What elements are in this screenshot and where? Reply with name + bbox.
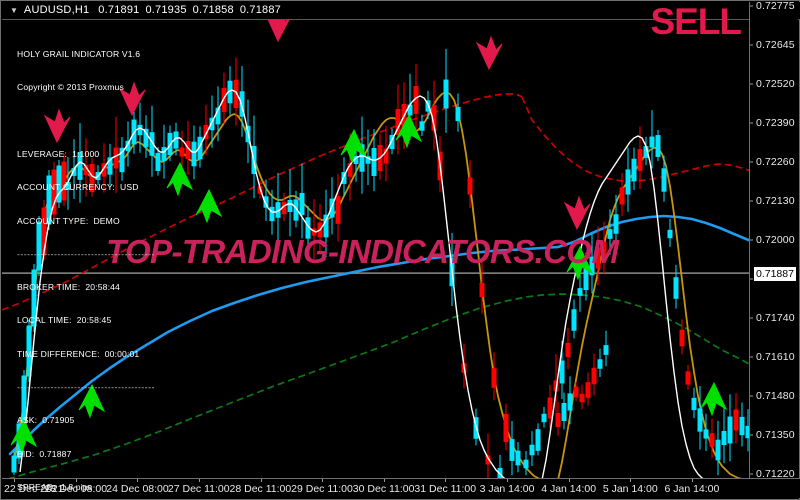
ohlc-low: 0.71858 [192,4,234,16]
time-tick-label: 28 Dec 11:00 [229,483,292,495]
sell-arrow-icon [43,108,71,144]
price-tick-label: 0.72645 [756,39,795,51]
time-tick [198,479,200,482]
time-tick-label: 24 Dec 08:00 [106,483,169,495]
time-tick [137,479,139,482]
price-tick-label: 0.72260 [756,156,795,168]
price-tick-label: 0.71610 [756,351,795,363]
price-tick [750,317,753,319]
price-tick [750,395,753,397]
price-tick [750,473,753,475]
price-tick-label: 0.72520 [756,78,795,90]
symbol-bar-divider [2,19,800,20]
price-scale[interactable]: 0.72775 0.72645 0.72520 0.72390 0.72260 0.721… [749,0,798,480]
buy-arrow-icon [195,188,223,224]
time-tick [383,479,385,482]
price-tick [750,200,753,202]
sell-arrow-icon [118,81,146,117]
price-tick-label: 0.72390 [756,117,795,129]
price-tick-label: 0.72130 [756,195,795,207]
price-tick [750,5,753,7]
time-tick-label: 3 Jan 14:00 [479,483,535,495]
time-tick-label: 5 Jan 14:00 [602,483,658,495]
chevron-down-icon[interactable]: ▼ [10,6,18,15]
price-tick [750,161,753,163]
sell-arrow-icon [267,20,290,43]
candlestick-series-right [523,110,751,476]
time-tick-label: 4 Jan 14:00 [541,483,597,495]
price-tick-label: 0.71220 [756,468,795,480]
time-tick [568,479,570,482]
ohlc-values: 0.71891 0.71935 0.71858 0.71887 [98,4,287,16]
symbol-label: AUDUSD,H1 [23,4,90,16]
chart-canvas [2,20,751,480]
time-tick [445,479,447,482]
time-tick-label: 23 Dec 08:00 [44,483,108,495]
ohlc-high: 0.71935 [145,4,187,16]
price-tick-label: 0.71350 [756,429,795,441]
fast-ma-series [19,89,707,480]
upper-band-series [2,93,751,311]
buy-arrow-icon [395,113,423,149]
candlestick-series [11,154,67,475]
time-tick-label: 6 Jan 14:00 [664,483,720,495]
time-tick [322,479,324,482]
time-tick [75,479,77,482]
price-tick [750,83,753,85]
signal-arrow-markers [10,20,728,454]
buy-arrow-icon [566,245,594,281]
time-tick-label: 22 Dec 2021 [4,483,64,495]
buy-arrow-icon [10,418,38,454]
time-tick-label: 29 Dec 11:00 [291,483,353,495]
price-tick [750,434,753,436]
time-tick-label: 27 Dec 11:00 [167,483,230,495]
price-tick [750,239,753,241]
sell-arrow-icon [563,195,591,231]
price-tick [750,44,753,46]
price-tick-label: 0.72775 [756,0,795,12]
sell-signal-label: SELL [650,1,742,42]
ohlc-close: 0.71887 [239,4,281,16]
price-tick-label: 0.71480 [756,390,795,402]
time-tick [14,479,15,482]
price-tick [750,122,753,124]
buy-arrow-icon [700,381,728,417]
time-tick-label: 30 Dec 11:00 [352,483,415,495]
current-price-label: 0.71887 [753,265,797,282]
long-ma-series [8,214,751,456]
lower-band-series [7,293,751,480]
price-tick [750,356,753,358]
sell-arrow-icon [475,35,503,71]
price-tick [750,278,753,280]
time-tick-label: 31 Dec 11:00 [414,483,477,495]
time-scale[interactable]: 22 Dec 2021 23 Dec 08:00 24 Dec 08:00 27 De… [2,478,800,498]
time-tick [507,479,509,482]
ohlc-open: 0.71891 [98,4,140,16]
symbol-info-bar[interactable]: ▼ AUDUSD,H1 0.71891 0.71935 0.71858 0.71887 [2,2,800,19]
time-tick [691,479,693,482]
chart-plot-area[interactable] [2,20,751,480]
buy-arrow-icon [78,383,106,419]
time-tick [260,479,262,482]
buy-arrow-icon [166,161,194,197]
time-tick [630,479,632,482]
buy-arrow-icon [340,128,368,164]
price-tick-label: 0.71740 [756,312,795,324]
price-tick-label: 0.72000 [756,234,795,246]
